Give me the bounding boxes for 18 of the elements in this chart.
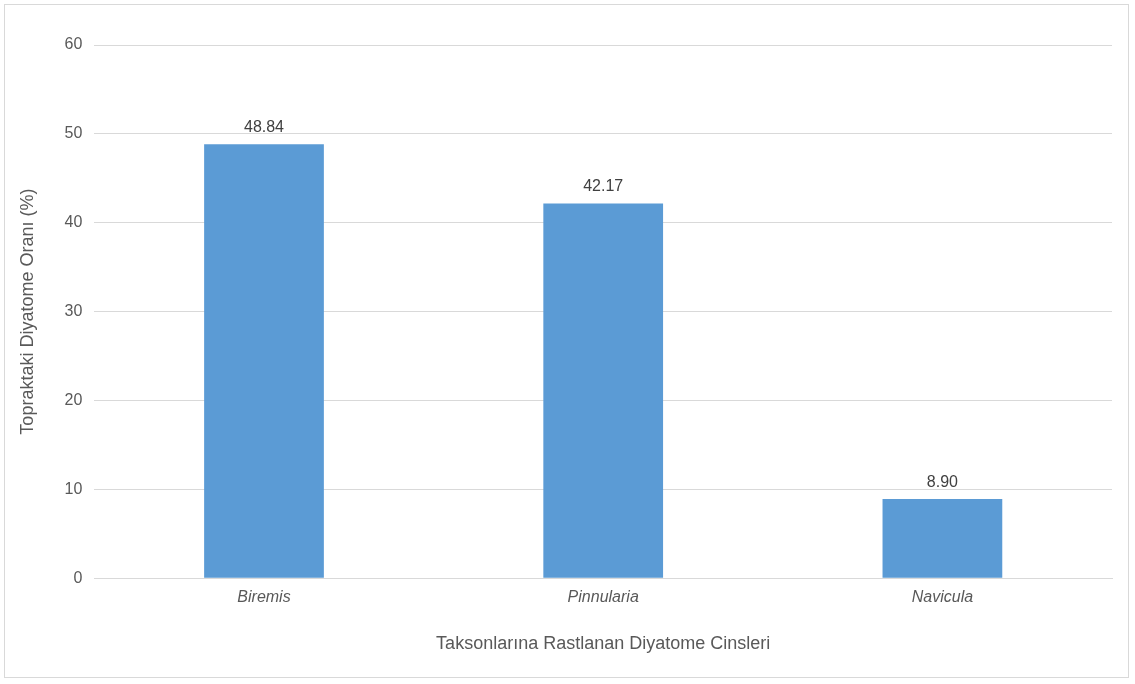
bar <box>882 499 1003 578</box>
y-tick-label: 0 <box>73 568 83 586</box>
y-tick-label: 30 <box>64 302 83 320</box>
y-tick-label: 20 <box>64 390 83 408</box>
y-axis-title: Topraktaki Diyatome Oranı (%) <box>16 188 37 435</box>
y-tick-label: 60 <box>64 35 83 53</box>
y-tick-label: 50 <box>64 124 83 142</box>
x-tick-label: Biremis <box>237 588 291 606</box>
y-tick-label: 10 <box>64 479 83 497</box>
x-tick-label: Pinnularia <box>567 588 639 606</box>
data-label: 42.17 <box>583 176 624 194</box>
data-label: 48.84 <box>243 117 285 135</box>
bar <box>204 144 324 578</box>
x-tick-label: Navicula <box>911 588 974 606</box>
bar <box>543 203 664 578</box>
y-tick-label: 40 <box>64 213 83 231</box>
x-axis-title: Taksonlarına Rastlanan Diyatome Cinsleri <box>436 633 771 654</box>
data-label: 8.90 <box>926 472 959 490</box>
